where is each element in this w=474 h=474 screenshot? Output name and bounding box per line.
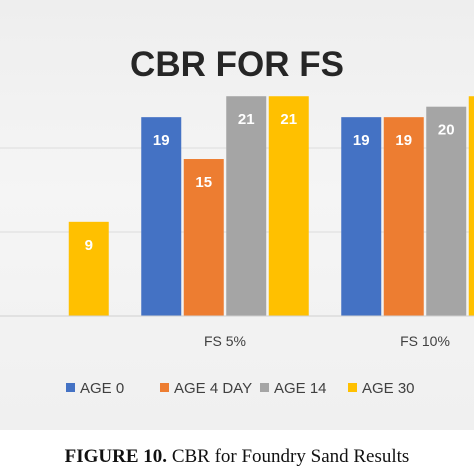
bar-fs-10--series-0 [341, 117, 382, 317]
bar-chart: 9191521211919202115 FS 5%FS 10% CBR FOR … [0, 45, 474, 397]
bar-fs-5--series-2 [226, 96, 267, 316]
figure-caption: FIGURE 10. CBR for Foundry Sand Results [0, 446, 474, 468]
data-label: 20 [438, 122, 455, 139]
bar-cat0-series-3 [68, 221, 109, 316]
legend-swatch [160, 383, 169, 392]
figure-caption-text: CBR for Foundry Sand Results [171, 446, 410, 467]
data-label: 19 [153, 132, 170, 149]
data-label: 21 [238, 111, 255, 128]
bar-fs-5--series-0 [141, 117, 182, 317]
data-label: 15 [195, 174, 212, 191]
legend-label: AGE 14 [274, 380, 327, 397]
bar-fs-10--series-2 [426, 106, 467, 316]
data-label: 19 [395, 132, 412, 149]
legend-label: AGE 0 [80, 380, 124, 397]
data-label: 19 [353, 132, 370, 149]
data-label: 9 [85, 237, 93, 254]
chart-frame: 9191521211919202115 FS 5%FS 10% CBR FOR … [0, 0, 474, 430]
category-tick-labels: FS 5% FS 10% [204, 333, 450, 349]
bar-fs-5--series-1 [183, 159, 224, 316]
category-tick-label: FS 10% [400, 333, 450, 349]
legend-swatch [348, 383, 357, 392]
legend-label: AGE 4 DAY [174, 380, 252, 397]
legend: AGE 0 AGE 4 DAY AGE 14 AGE 30 [66, 380, 415, 397]
chart-title: CBR FOR FS [130, 45, 344, 84]
data-labels: 9191521211919202115 [85, 111, 455, 254]
bar-fs-5--series-3 [268, 96, 309, 316]
data-label: 21 [280, 111, 297, 128]
legend-swatch [260, 383, 269, 392]
category-tick-label: FS 5% [204, 333, 246, 349]
legend-label: AGE 30 [362, 380, 415, 397]
figure-number: FIGURE 10. [64, 446, 168, 467]
legend-swatch [66, 383, 75, 392]
bars [68, 96, 474, 317]
bar-fs-10--series-1 [383, 117, 424, 317]
bar-fs-10--series-3 [468, 96, 474, 316]
